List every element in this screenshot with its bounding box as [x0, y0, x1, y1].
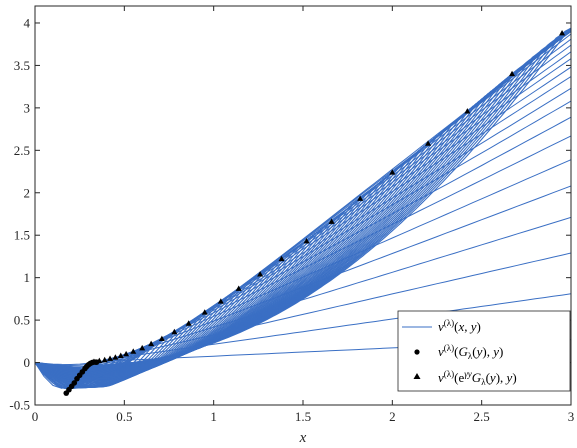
- y-tick-label: 0.5: [14, 313, 30, 328]
- y-tick-label: 4: [24, 15, 31, 30]
- x-tick-label: 1.5: [295, 409, 311, 424]
- y-tick-label: 3.5: [14, 58, 30, 73]
- legend-entry-circle: v(λ)(Gλ(y), y): [438, 343, 503, 361]
- legend-entry-curve: v(λ)(x, y): [438, 318, 481, 334]
- fan-line: [35, 87, 571, 378]
- fan-line: [35, 51, 571, 371]
- triangle-point: [112, 354, 119, 360]
- triangle-point: [425, 140, 432, 146]
- x-axis-label: x: [299, 430, 307, 446]
- triangle-point: [509, 70, 516, 77]
- triangle-point: [235, 285, 242, 291]
- triangle-point: [559, 29, 566, 36]
- fan-line: [35, 76, 571, 376]
- y-tick-label: 0: [24, 355, 31, 370]
- triangle-point: [117, 352, 124, 358]
- legend-entry-triangle: v(λ)(eγyGλ(y), y): [438, 369, 517, 387]
- triangle-point: [148, 340, 155, 347]
- triangle-point: [101, 356, 108, 363]
- triangle-point: [171, 328, 178, 335]
- x-tick-label: 0.5: [116, 409, 132, 424]
- fan-line: [35, 44, 571, 369]
- x-tick-label: 3: [568, 409, 575, 424]
- fan-line: [35, 58, 571, 372]
- x-tick-label: 2: [389, 409, 396, 424]
- triangle-point: [123, 350, 130, 357]
- triangle-point: [96, 357, 103, 364]
- x-axis-ticks: 0 0.5 1 1.5 2 2.5 3: [32, 6, 575, 424]
- x-tick-label: 2.5: [474, 409, 490, 424]
- triangle-point: [201, 309, 208, 315]
- triangle-point: [139, 344, 146, 351]
- triangle-point: [278, 255, 285, 262]
- x-tick-label: 1: [210, 409, 217, 424]
- triangle-point: [90, 358, 97, 364]
- triangle-point: [130, 348, 137, 354]
- x-tick-label: 0: [32, 409, 39, 424]
- legend-triangle-marker: [413, 373, 421, 379]
- fan-line: [35, 159, 571, 384]
- triangle-point: [185, 320, 192, 326]
- triangle-point: [303, 237, 310, 244]
- triangle-point: [389, 169, 396, 175]
- fan-line: [35, 66, 571, 374]
- triangle-point: [217, 298, 224, 304]
- y-tick-label: 1.5: [14, 228, 30, 243]
- legend-circle-marker: [414, 349, 420, 355]
- legend-box: [397, 310, 571, 392]
- y-tick-label: 1: [24, 270, 31, 285]
- legend: v(λ)(x, y) v(λ)(Gλ(y), y) v(λ)(eγyGλ(y),…: [397, 310, 571, 392]
- triangle-markers: [90, 29, 566, 364]
- triangle-point: [357, 195, 364, 201]
- y-tick-label: 3: [24, 100, 31, 115]
- y-tick-label: 2.5: [14, 143, 30, 158]
- circle-point: [71, 380, 78, 386]
- y-axis-ticks: -0.5 0 0.5 1 1.5 2 2.5 3 3.5 4: [9, 15, 571, 413]
- fan-line: [35, 38, 571, 368]
- triangle-point: [328, 218, 335, 224]
- curve-family: [35, 27, 571, 390]
- y-tick-label: -0.5: [9, 398, 30, 413]
- triangle-point: [464, 108, 471, 114]
- triangle-point: [107, 355, 114, 361]
- y-tick-label: 2: [24, 185, 31, 200]
- triangle-point: [158, 335, 165, 341]
- triangle-point: [257, 271, 264, 277]
